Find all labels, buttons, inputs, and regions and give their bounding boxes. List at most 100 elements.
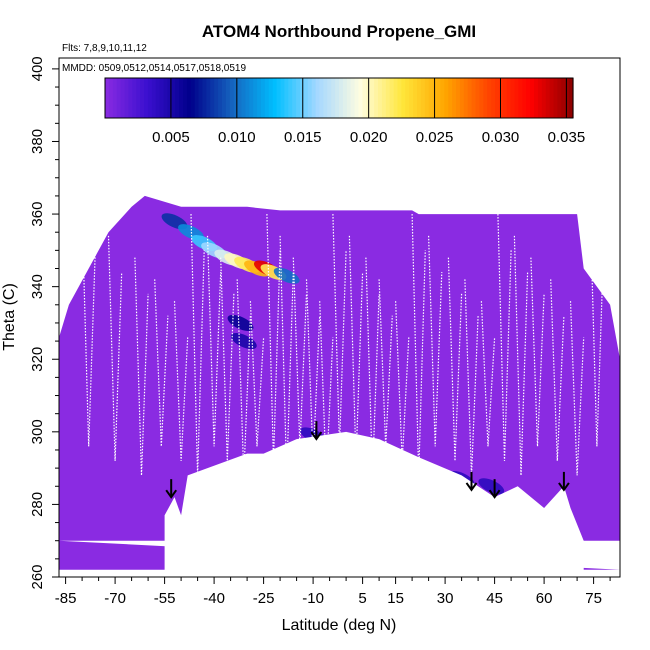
colorbar-swatch <box>253 78 258 118</box>
colorbar-swatch <box>339 78 344 118</box>
arrow-head <box>165 489 178 499</box>
colorbar-swatch <box>147 78 153 118</box>
colorbar-swatch <box>475 78 480 118</box>
colorbar: 0.005 0.010 0.015 0.020 0.025 0.030 0.035 <box>104 77 586 146</box>
colorbar-swatch <box>163 78 168 118</box>
arrow-head <box>488 489 501 499</box>
colorbar-swatch <box>202 78 207 118</box>
colorbar-frame <box>104 77 574 119</box>
colorbar-swatch <box>190 78 196 118</box>
colorbar-swatch <box>218 78 223 118</box>
y-tick-label: 340 <box>29 274 46 299</box>
colorbar-swatch <box>124 78 129 118</box>
colorbar-swatch <box>288 78 293 118</box>
colorbar-swatch <box>378 78 383 118</box>
colorbar-swatch <box>280 78 285 118</box>
colorbar-swatch <box>487 78 492 118</box>
colorbar-swatch <box>171 78 176 118</box>
colorbar-swatch <box>229 78 235 118</box>
colorbar-swatch <box>198 78 204 118</box>
colorbar-swatch <box>463 78 469 118</box>
colorbar-swatch <box>393 78 399 118</box>
colorbar-swatch <box>214 78 219 118</box>
y-axis-title: Theta (C) <box>1 283 18 351</box>
colorbar-swatch <box>389 78 395 118</box>
x-tick-label: 15 <box>387 590 404 607</box>
colorbar-tick-label: 0.035 <box>548 129 586 146</box>
colorbar-swatch <box>257 78 262 118</box>
y-tick-label: 260 <box>29 564 46 589</box>
ground-gap <box>164 569 175 571</box>
colorbar-swatch <box>331 78 336 118</box>
colorbar-tick-label: 0.015 <box>284 129 322 146</box>
colorbar-swatch <box>409 78 414 118</box>
colorbar-swatch <box>553 78 558 118</box>
colorbar-swatch <box>459 78 465 118</box>
y-tick-label: 280 <box>29 492 46 517</box>
colorbar-swatch <box>417 78 422 118</box>
x-tick-label: 60 <box>536 590 553 607</box>
colorbar-swatch <box>264 78 270 118</box>
colorbar-swatch <box>502 78 508 118</box>
x-tick-label: -40 <box>203 590 225 607</box>
colorbar-swatch <box>440 78 445 118</box>
colorbar-swatch <box>448 78 453 118</box>
y-tick-label: 360 <box>29 202 46 227</box>
colorbar-swatch <box>491 78 496 118</box>
colorbar-tick-label: 0.025 <box>416 129 454 146</box>
arrow-head <box>310 431 323 441</box>
colorbar-swatch <box>569 78 574 118</box>
ground-mask <box>164 431 584 577</box>
colorbar-swatch <box>276 78 282 118</box>
x-tick-label: -25 <box>253 590 275 607</box>
colorbar-swatch <box>522 78 527 118</box>
flight-track <box>589 214 605 447</box>
colorbar-swatch <box>292 78 297 118</box>
x-tick-label: 5 <box>358 590 366 607</box>
dates-note: MMDD: 0509,0512,0514,0517,0518,0519 <box>62 63 246 74</box>
colorbar-swatch <box>151 78 157 118</box>
colorbar-swatch <box>206 78 211 118</box>
x-tick-label: 45 <box>486 590 503 607</box>
flight-track <box>134 257 149 476</box>
colorbar-swatch <box>175 78 180 118</box>
flight-track <box>428 235 443 447</box>
colorbar-swatch <box>327 78 332 118</box>
flight-track <box>365 257 380 476</box>
colorbar-swatch <box>128 78 133 118</box>
colorbar-swatch <box>374 78 379 118</box>
x-tick-label: -85 <box>55 590 77 607</box>
colorbar-swatch <box>323 78 328 118</box>
colorbar-swatch <box>471 78 477 118</box>
colorbar-swatch <box>307 78 313 118</box>
colorbar-swatch <box>319 78 324 118</box>
colorbar-swatch <box>483 78 488 118</box>
colorbar-swatch <box>116 78 122 118</box>
colorbar-swatch <box>452 78 457 118</box>
colorbar-swatch <box>456 78 461 118</box>
colorbar-swatch <box>183 78 188 118</box>
colorbar-swatch <box>179 78 184 118</box>
colorbar-swatch <box>498 78 504 118</box>
y-tick-label: 300 <box>29 419 46 444</box>
flight-track <box>249 301 265 447</box>
colorbar-swatch <box>210 78 215 118</box>
colorbar-swatch <box>120 78 126 118</box>
colorbar-swatch <box>358 78 363 118</box>
y-tick-label: 380 <box>29 129 46 154</box>
colorbar-swatch <box>350 78 356 118</box>
colorbar-swatch <box>136 78 141 118</box>
arrow-layer <box>165 421 570 499</box>
x-axis: -85 -70 -55 -40 -25 -10 5 15 30 45 60 75 <box>55 577 611 607</box>
colorbar-swatch <box>296 78 301 118</box>
colorbar-swatch <box>561 78 566 118</box>
x-tick-label: -10 <box>302 590 324 607</box>
colorbar-swatch <box>537 78 543 118</box>
y-tick-label: 320 <box>29 347 46 372</box>
colorbar-swatch <box>284 78 289 118</box>
y-tick-label: 400 <box>29 56 46 81</box>
colorbar-swatch <box>144 78 149 118</box>
colorbar-swatch <box>105 78 110 118</box>
plot-frame <box>58 57 621 578</box>
y-axis: 260 280 300 320 340 360 380 400 <box>29 56 59 590</box>
